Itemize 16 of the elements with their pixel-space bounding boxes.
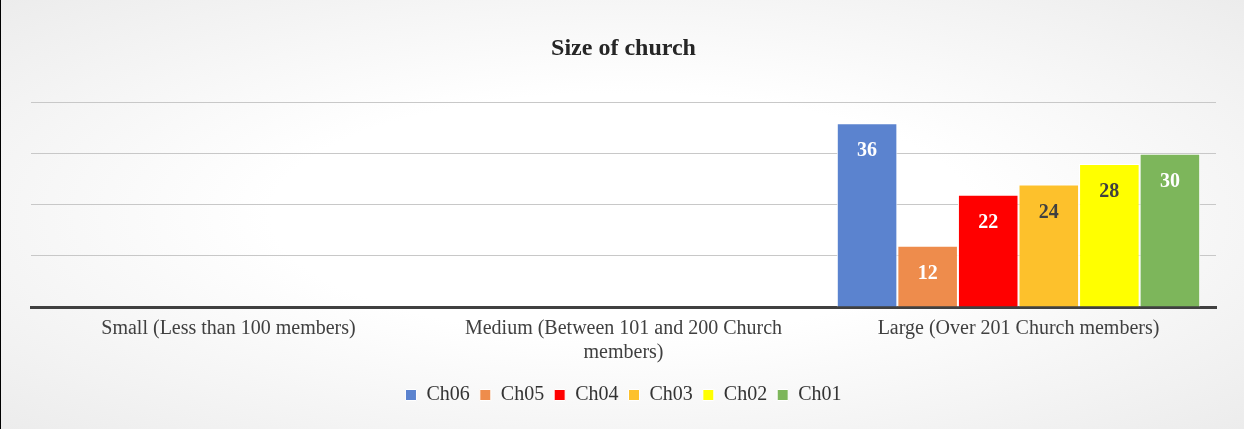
x-tick-label: Small (Less than 100 members) <box>101 316 356 340</box>
x-tick-label: Medium (Between 101 and 200 Church members) <box>464 316 783 364</box>
legend-label: Ch02 <box>723 382 768 405</box>
data-label: 22 <box>978 209 999 232</box>
data-label: 28 <box>1099 179 1120 202</box>
data-label: 36 <box>857 138 878 161</box>
x-tick-label: Large (Over 201 Church members) <box>877 316 1160 340</box>
data-label: 30 <box>1159 169 1180 192</box>
data-label: 12 <box>917 260 938 283</box>
legend-label: Ch06 <box>426 382 470 405</box>
legend-label: Ch03 <box>649 382 693 405</box>
chart-title: Size of church <box>551 33 696 60</box>
legend-label: Ch01 <box>798 382 842 405</box>
legend-label: Ch04 <box>575 382 619 405</box>
data-label: 24 <box>1038 199 1059 222</box>
legend-label: Ch05 <box>500 382 545 405</box>
